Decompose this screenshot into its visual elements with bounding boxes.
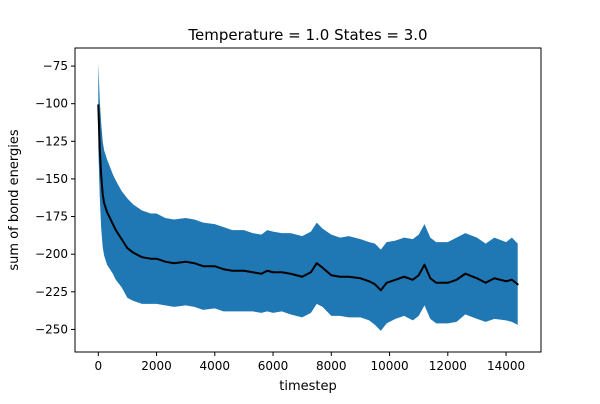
x-tick-label: 12000 bbox=[429, 359, 467, 373]
x-axis-ticks: 0 2000 4000 6000 8000 10000 12000 14000 bbox=[94, 352, 525, 373]
y-tick-label: −225 bbox=[35, 285, 68, 299]
x-axis-label: timestep bbox=[279, 379, 337, 394]
y-tick-label: −250 bbox=[35, 322, 68, 336]
y-tick-label: −175 bbox=[35, 210, 68, 224]
x-tick-label: 4000 bbox=[200, 359, 231, 373]
plot-area bbox=[97, 63, 519, 331]
x-tick-label: 0 bbox=[94, 359, 102, 373]
axes-frame bbox=[74, 47, 542, 353]
x-tick-label: 14000 bbox=[487, 359, 525, 373]
chart-title: Temperature = 1.0 States = 3.0 bbox=[187, 26, 427, 44]
x-tick-label: 6000 bbox=[258, 359, 289, 373]
mean-line bbox=[97, 104, 519, 292]
y-tick-label: −150 bbox=[35, 172, 68, 186]
x-tick-label: 8000 bbox=[316, 359, 347, 373]
y-axis-label: sum of bond energies bbox=[7, 129, 22, 271]
y-tick-label: −75 bbox=[43, 59, 68, 73]
y-tick-label: −125 bbox=[35, 134, 68, 148]
confidence-band bbox=[98, 63, 518, 331]
y-tick-label: −200 bbox=[35, 247, 68, 261]
x-tick-label: 2000 bbox=[141, 359, 172, 373]
y-axis-ticks: −250 −225 −200 −175 −150 −125 −100 −75 bbox=[35, 59, 75, 336]
x-tick-label: 10000 bbox=[370, 359, 408, 373]
y-tick-label: −100 bbox=[35, 97, 68, 111]
